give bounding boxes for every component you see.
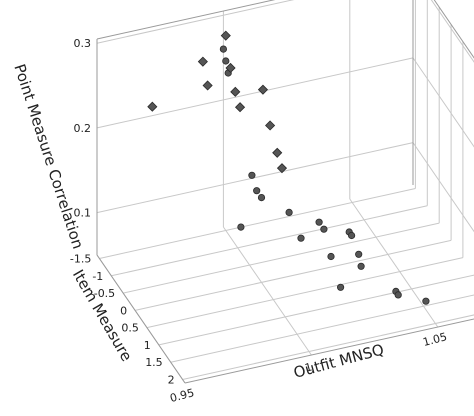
x-tick-label: 1.05 — [421, 330, 448, 349]
grid-line — [412, 142, 474, 233]
grid-line — [134, 239, 452, 311]
circle-point — [219, 45, 227, 53]
circle-point — [248, 171, 256, 179]
circle-point — [285, 208, 293, 216]
grid-line — [412, 57, 474, 148]
y-tick-label: 1.5 — [145, 356, 163, 369]
diamond-point — [147, 101, 158, 112]
data-points — [147, 30, 430, 305]
grid-line — [123, 222, 440, 294]
grid-line — [158, 274, 474, 346]
diamond-point — [234, 102, 246, 113]
diamond-point — [272, 147, 283, 158]
grid-line — [349, 198, 439, 328]
axis-line — [184, 318, 474, 384]
y-tick-label: -1 — [92, 270, 103, 283]
circle-point — [327, 252, 335, 261]
circle-point — [237, 223, 245, 231]
diamond-point — [220, 30, 231, 41]
circle-point — [422, 297, 430, 305]
y-tick-label: -1.5 — [70, 253, 91, 266]
x-tick-label: 1 — [303, 360, 313, 374]
z-tick-label: 0.1 — [74, 207, 92, 220]
z-tick-label: 0.2 — [74, 122, 92, 135]
diamond-point — [225, 62, 236, 74]
y-tick-label: -0.5 — [94, 287, 115, 300]
y-tick-label: 2 — [168, 374, 175, 387]
grid-line — [170, 294, 474, 363]
z-axis-title: Point Measure Correlation — [10, 62, 87, 251]
axis-line — [96, 0, 276, 40]
circle-point — [394, 291, 402, 299]
circle-point — [257, 194, 266, 202]
circle-point — [315, 218, 323, 226]
circle-point — [253, 187, 261, 195]
y-tick-label: 0 — [120, 304, 127, 317]
diamond-point — [197, 56, 208, 67]
grid-line — [96, 142, 414, 214]
y-tick-label: 1 — [144, 339, 151, 352]
z-tick-label: 0.3 — [74, 37, 92, 50]
circle-point — [347, 231, 356, 240]
diamond-point — [276, 163, 288, 174]
diamond-point — [202, 80, 213, 91]
grid-line — [111, 205, 428, 277]
circle-point — [355, 250, 363, 258]
circle-point — [222, 57, 230, 65]
diamond-point — [230, 86, 241, 97]
y-tick-label: 0.5 — [121, 322, 139, 335]
circle-point — [357, 262, 365, 270]
diamond-point — [257, 84, 269, 95]
grid-line — [430, 0, 474, 63]
grid-line — [182, 314, 474, 380]
x-tick-label: 0.95 — [169, 386, 196, 405]
axis-line — [96, 254, 186, 384]
tick-labels: 0.3 0.2 0.1 -1.5-1 -0.5 0 0.5 1 1.5 20.95 1 1.05 — [70, 37, 448, 405]
diamond-point — [265, 120, 276, 131]
grid-line — [96, 57, 414, 129]
axis-line — [433, 0, 474, 59]
circle-point — [320, 225, 328, 233]
grid — [96, 0, 474, 384]
grid-line — [146, 257, 464, 329]
circle-point — [336, 283, 345, 291]
grid-line — [96, 0, 295, 44]
grid-line — [99, 188, 416, 259]
circle-point — [297, 234, 305, 242]
grid-line — [222, 226, 312, 356]
